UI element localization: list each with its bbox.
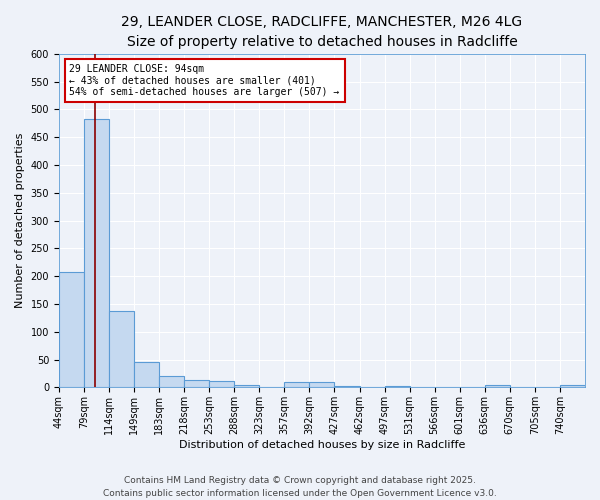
Bar <box>359 387 385 388</box>
Bar <box>485 385 510 388</box>
Bar <box>410 387 434 388</box>
Bar <box>434 387 460 388</box>
Bar <box>184 380 209 388</box>
X-axis label: Distribution of detached houses by size in Radcliffe: Distribution of detached houses by size … <box>179 440 465 450</box>
Bar <box>535 387 560 388</box>
Bar <box>134 362 159 388</box>
Y-axis label: Number of detached properties: Number of detached properties <box>15 133 25 308</box>
Bar <box>59 272 84 388</box>
Bar <box>560 385 585 388</box>
Text: 29 LEANDER CLOSE: 94sqm
← 43% of detached houses are smaller (401)
54% of semi-d: 29 LEANDER CLOSE: 94sqm ← 43% of detache… <box>70 64 340 97</box>
Title: 29, LEANDER CLOSE, RADCLIFFE, MANCHESTER, M26 4LG
Size of property relative to d: 29, LEANDER CLOSE, RADCLIFFE, MANCHESTER… <box>121 15 523 48</box>
Bar <box>209 381 234 388</box>
Bar <box>109 312 134 388</box>
Text: Contains HM Land Registry data © Crown copyright and database right 2025.
Contai: Contains HM Land Registry data © Crown c… <box>103 476 497 498</box>
Bar <box>159 376 184 388</box>
Bar <box>310 382 334 388</box>
Bar <box>334 386 359 388</box>
Bar <box>234 385 259 388</box>
Bar <box>284 382 310 388</box>
Bar <box>385 386 410 388</box>
Bar <box>84 119 109 388</box>
